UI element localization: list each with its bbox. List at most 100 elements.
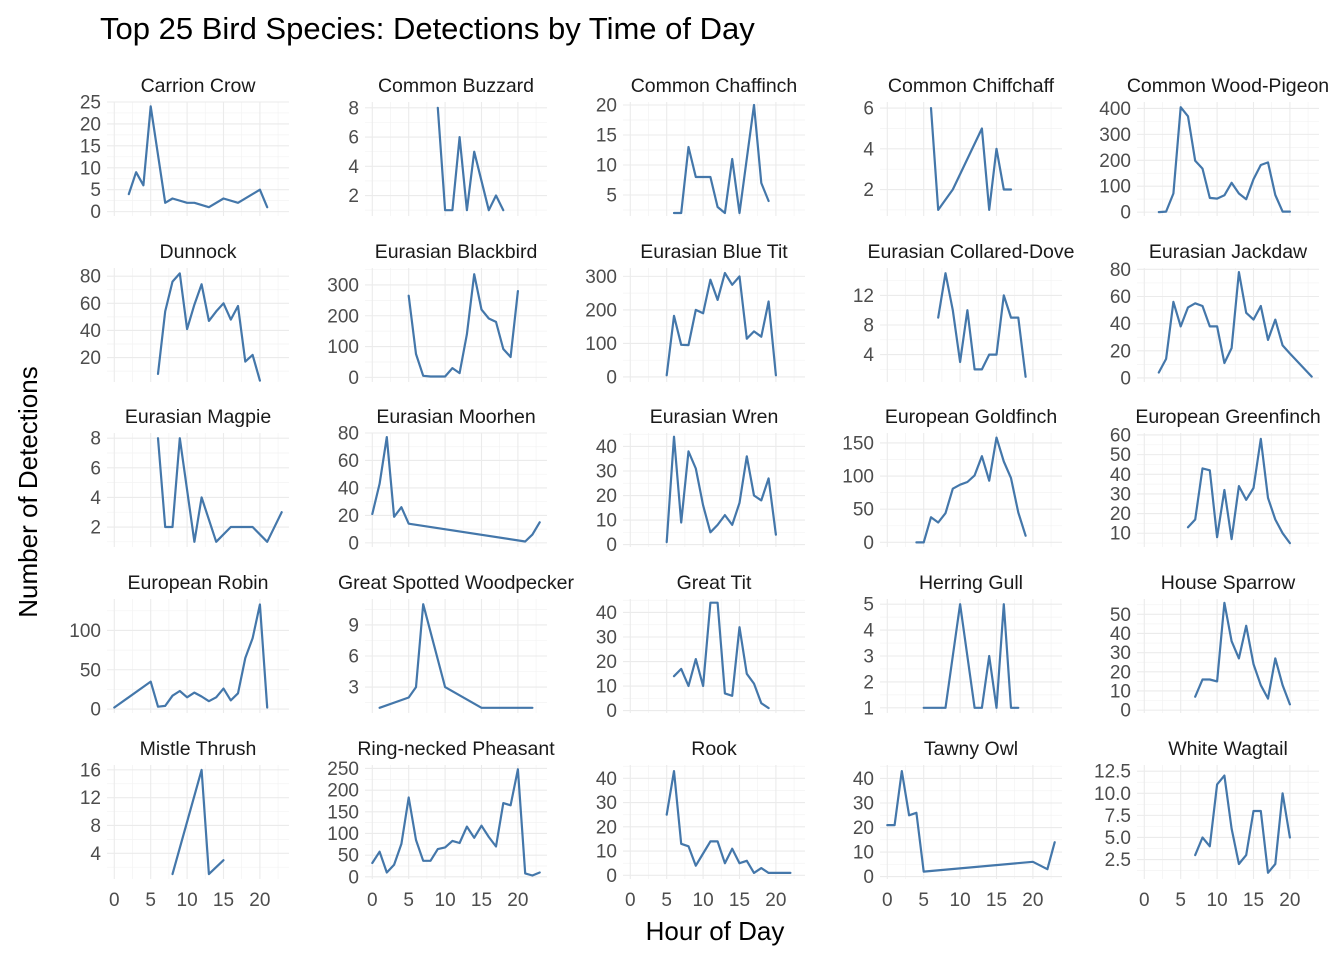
x-tick-label: 15 [471,890,492,911]
y-tick-label: 2 [90,518,101,539]
y-tick-label: 200 [585,300,617,321]
panel-eurasian-collared-dove: Eurasian Collared-Dove 4 8 12 [853,241,1075,382]
y-tick-label: 10 [1110,524,1131,545]
y-tick-label: 2 [863,180,874,201]
series-line [1194,774,1292,874]
y-tick-label: 400 [1099,99,1131,120]
y-tick-label: 20 [1110,341,1131,362]
y-tick-label: 4 [863,345,874,366]
series-line [407,273,520,378]
y-axis-title: Number of Detections [13,366,43,617]
series-line [156,272,261,382]
y-tick-label: 7.5 [1105,806,1131,827]
y-tick-label: 4 [863,621,874,642]
series-line [371,436,541,543]
y-tick-label: 40 [338,478,359,499]
y-tick-label: 4 [90,844,101,865]
y-tick-label: 16 [80,760,101,781]
y-tick-label: 100 [585,334,617,355]
panel-title: Common Buzzard [378,75,534,97]
series-line [1186,437,1292,545]
panel-title: Eurasian Jackdaw [1149,241,1308,263]
panel-title: Rook [691,738,737,760]
y-tick-label: 40 [1110,465,1131,486]
y-tick-label: 150 [842,433,874,454]
panel-eurasian-blue-tit: Eurasian Blue Tit 0 100 200 300 [585,241,805,388]
y-tick-label: 5 [606,186,617,207]
y-tick-label: 100 [327,337,359,358]
y-tick-label: 4 [863,139,874,160]
x-tick-label: 15 [1243,890,1264,911]
y-tick-label: 100 [1099,177,1131,198]
y-tick-label: 0 [863,533,874,554]
series-line [436,106,505,212]
y-tick-label: 40 [853,769,874,790]
y-tick-label: 30 [1110,643,1131,664]
x-tick-label: 15 [729,890,750,911]
x-tick-label: 10 [1207,890,1228,911]
panel-eurasian-blackbird: Eurasian Blackbird 0 100 200 300 [327,241,547,389]
y-tick-label: 20 [853,818,874,839]
panel-eurasian-moorhen: Eurasian Moorhen 0 20 40 60 80 [338,406,547,554]
y-tick-label: 8 [348,98,359,119]
x-tick-label: 20 [765,890,786,911]
x-tick-label: 0 [1139,890,1150,911]
series-line [665,769,792,875]
y-tick-label: 0 [1120,701,1131,722]
y-tick-label: 0 [90,700,101,721]
y-tick-label: 3 [348,678,359,699]
y-tick-label: 20 [338,506,359,527]
y-tick-label: 8 [90,429,101,450]
panel-european-robin: European Robin 0 50 100 [69,572,289,721]
y-tick-label: 30 [596,793,617,814]
panel-common-wood-pigeon: Common Wood-Pigeon 0 100 200 300 400 [1099,75,1329,224]
y-tick-label: 50 [1110,605,1131,626]
y-tick-label: 0 [348,867,359,888]
panel-white-wagtail: White Wagtail 2.55.07.510.012.5 0 5 10 15 20 [1094,738,1319,911]
y-tick-label: 300 [327,275,359,296]
y-tick-label: 50 [80,660,101,681]
panel-title: Eurasian Wren [650,406,779,428]
panel-common-chaffinch: Common Chaffinch 5 10 15 20 [596,75,805,216]
series-line [665,271,778,377]
series-line [113,603,269,709]
y-tick-label: 20 [596,652,617,673]
x-tick-label: 0 [109,890,120,911]
y-tick-label: 60 [80,294,101,315]
panel-title: Eurasian Moorhen [376,406,535,428]
y-tick-label: 2.5 [1105,850,1131,871]
x-tick-label: 5 [403,890,414,911]
series-line [1157,271,1313,378]
panel-european-goldfinch: European Goldfinch 0 50 100 150 [842,406,1062,554]
y-tick-label: 5 [90,180,101,201]
series-line [929,106,1013,211]
panel-title: Eurasian Magpie [125,406,271,428]
y-tick-label: 10 [853,843,874,864]
y-tick-label: 20 [80,348,101,369]
y-tick-label: 5 [863,595,874,616]
y-tick-label: 10 [596,677,617,698]
panel-title: European Goldfinch [885,406,1057,428]
y-tick-label: 4 [348,157,359,178]
y-tick-label: 2 [863,672,874,693]
y-tick-label: 20 [1110,504,1131,525]
panel-herring-gull: Herring Gull 1 2 3 4 5 [863,572,1062,719]
series-line [378,603,534,709]
y-tick-label: 10 [1110,681,1131,702]
y-tick-label: 100 [842,467,874,488]
y-tick-label: 30 [1110,484,1131,505]
y-tick-label: 30 [853,794,874,815]
panel-title: European Robin [128,572,269,594]
panel-title: Dunnock [160,241,237,263]
series-line [127,105,269,209]
y-tick-label: 0 [606,535,617,556]
series-line [915,436,1027,544]
y-tick-label: 20 [1110,662,1131,683]
x-tick-label: 10 [177,890,198,911]
panel-eurasian-magpie: Eurasian Magpie 2 4 6 8 [90,406,289,547]
y-tick-label: 0 [348,368,359,389]
